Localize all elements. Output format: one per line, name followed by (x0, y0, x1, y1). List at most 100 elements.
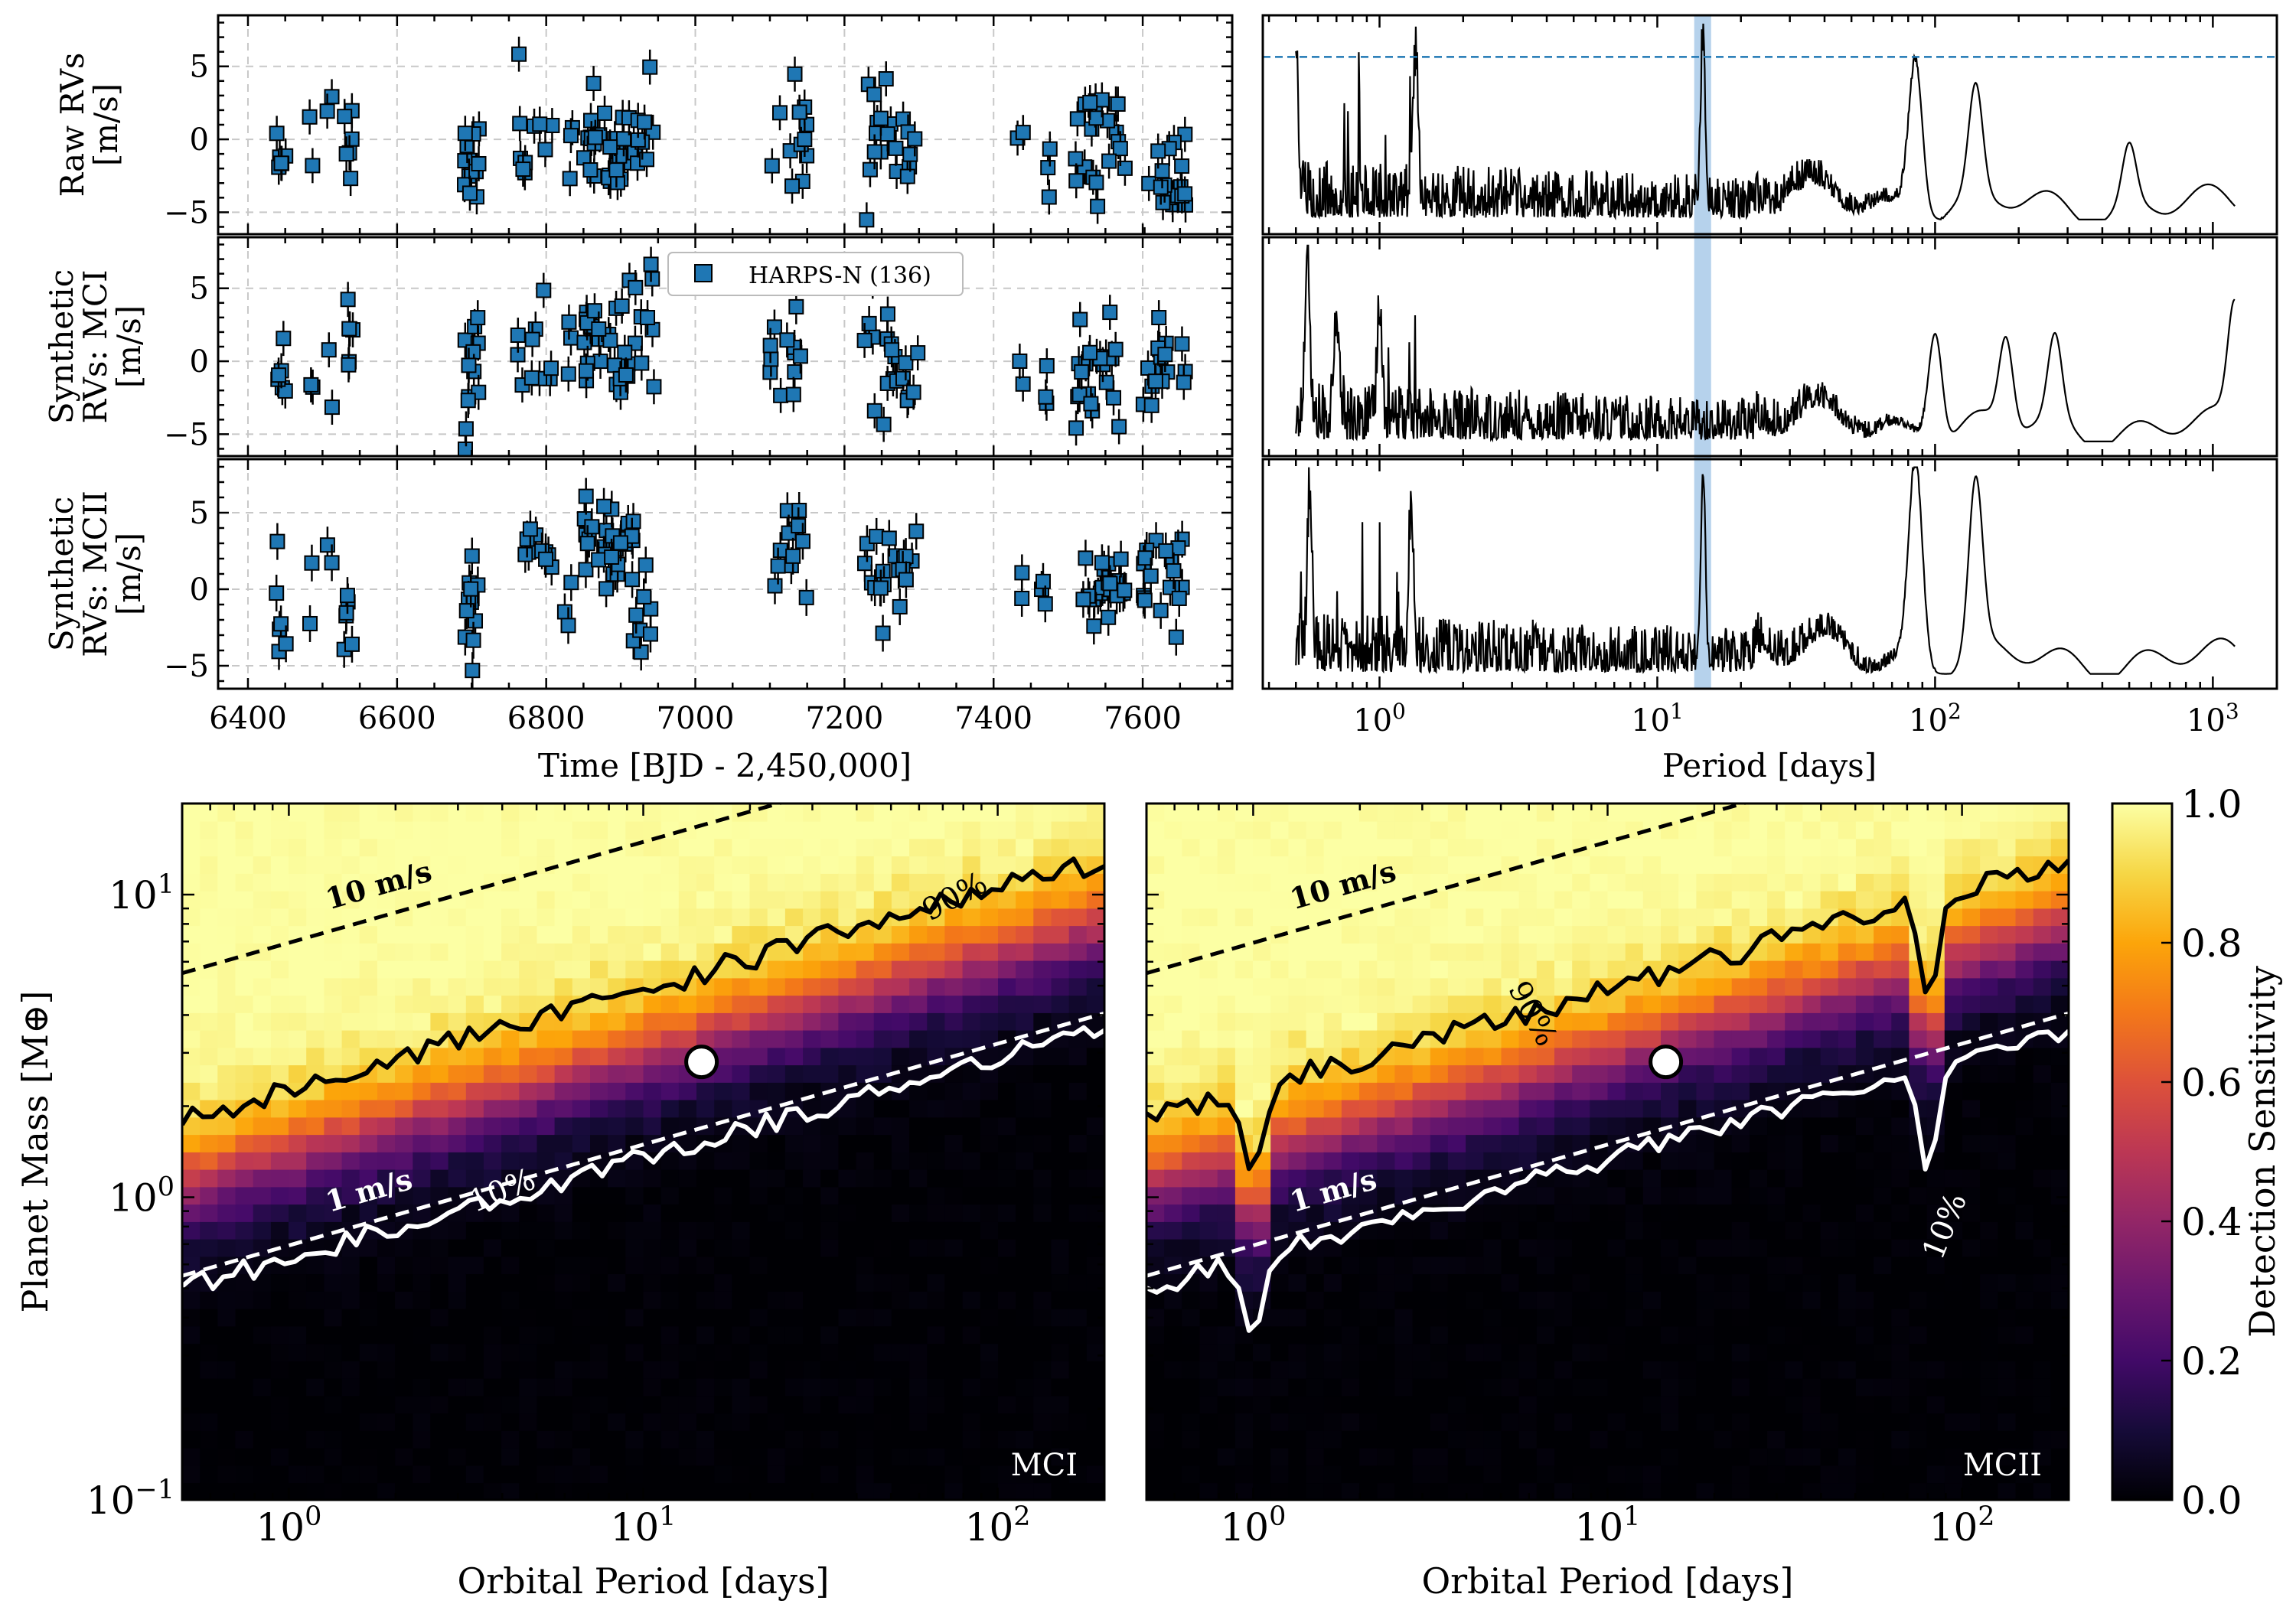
hm-cell (182, 1204, 201, 1222)
hm-cell (1323, 1134, 1342, 1152)
hm-cell (1033, 1099, 1052, 1118)
hm-cell (1270, 890, 1290, 909)
rv-point (1086, 618, 1102, 634)
hm-cell (608, 1204, 627, 1222)
hm-cell (891, 804, 910, 822)
hm-cell (944, 1116, 964, 1136)
hm-cell (891, 977, 910, 996)
hm-cell (413, 943, 432, 961)
hm-cell (998, 1082, 1016, 1100)
hm-cell (1447, 1465, 1466, 1484)
rv-point (1014, 565, 1030, 581)
hm-cell (306, 1291, 325, 1309)
hm-cell (483, 1047, 502, 1066)
hm-cell (359, 1413, 378, 1431)
hm-cell (732, 1064, 751, 1083)
hm-cell (1359, 1152, 1378, 1170)
hm-cell (536, 1273, 556, 1292)
hm-cell (1590, 995, 1609, 1013)
hm-cell (590, 943, 608, 961)
hm-cell (253, 1343, 272, 1361)
hm-cell (1447, 1256, 1466, 1275)
hm-cell (749, 1152, 768, 1170)
hm-cell (289, 1361, 307, 1379)
hm-cell (1554, 1377, 1573, 1397)
hm-cell (324, 1430, 343, 1449)
hm-cell (448, 925, 467, 944)
hm-cell (820, 1256, 840, 1275)
hm-cell (1554, 1047, 1573, 1066)
hm-cell (306, 1029, 325, 1048)
hm-cell (536, 890, 556, 909)
highlight-band (1694, 15, 1711, 689)
hm-cell (1051, 1273, 1070, 1292)
hm-cell (182, 1430, 201, 1449)
hm-cell (1678, 1325, 1698, 1345)
hm-cell (784, 1413, 804, 1431)
hm-cell (873, 1134, 892, 1152)
rv-xlabel: Time [BJD - 2,450,000] (538, 747, 912, 784)
hm-cell (962, 1099, 981, 1118)
hm-cell (1412, 1116, 1431, 1136)
hm-cell (1678, 856, 1698, 874)
rv-point (1166, 562, 1182, 579)
hm-cell (1696, 1413, 1715, 1431)
hm-cell (1590, 1343, 1609, 1361)
hm-cell (1377, 1273, 1396, 1292)
hm-cell (1394, 977, 1414, 996)
hm-cell (696, 873, 715, 892)
hm-cell (1217, 1482, 1236, 1500)
hm-cell (1146, 1152, 1165, 1170)
hm-cell (1661, 1012, 1679, 1031)
hm-cell (448, 1291, 467, 1309)
hm-cell (625, 1465, 644, 1484)
hm-cell (235, 960, 254, 979)
hm-cell (909, 1047, 928, 1066)
hm-cell (536, 1256, 556, 1275)
hm-cell (1661, 1152, 1679, 1170)
hm-cell (465, 1047, 484, 1066)
hm-cell (944, 1343, 964, 1361)
hm-cell (1661, 1238, 1679, 1257)
hm-cell (1199, 1012, 1218, 1031)
hm-cell (289, 1116, 307, 1136)
hm-cell (962, 1377, 981, 1397)
rv-point (305, 158, 321, 174)
hm-cell (1182, 1152, 1201, 1170)
hm-cell (1016, 995, 1035, 1013)
hm-cell (448, 1099, 467, 1118)
hm-cell (749, 1012, 768, 1031)
hm-cell (182, 908, 201, 927)
hm-cell (572, 1465, 591, 1484)
hm-cell (1536, 1325, 1555, 1345)
hm-cell (1051, 1465, 1070, 1484)
hm-cell (1086, 1377, 1104, 1397)
hm-cell (767, 1012, 786, 1031)
hm-cell (714, 1186, 733, 1205)
hm-cell (856, 1377, 875, 1397)
pg-xtick-label-base: 10 (1909, 703, 1948, 738)
hm-cell (944, 1447, 964, 1466)
hm-cell (519, 1047, 538, 1066)
hm-cell (217, 856, 236, 874)
hm-cell (1696, 1064, 1715, 1083)
hm-cell (572, 1273, 591, 1292)
hm-cell (891, 838, 910, 857)
hm-cell (1625, 1395, 1644, 1414)
hm-cell (306, 943, 325, 961)
hm-cell (625, 1169, 644, 1188)
hm-cell (1182, 1482, 1201, 1500)
hm-cell (1394, 1308, 1414, 1327)
rv-ytick-label: 0 (190, 122, 209, 158)
hm-cell (1501, 1082, 1520, 1100)
rv-point (898, 355, 914, 371)
hm-cell (856, 1308, 875, 1327)
hm-cell (820, 1047, 840, 1066)
hm-cell (590, 1361, 608, 1379)
hm-cell (1661, 1221, 1679, 1240)
hm-cell (1051, 1308, 1070, 1327)
rv-xtick-label: 7600 (1104, 701, 1182, 736)
hm-cell (253, 1361, 272, 1379)
hm-cell (1306, 1099, 1325, 1118)
